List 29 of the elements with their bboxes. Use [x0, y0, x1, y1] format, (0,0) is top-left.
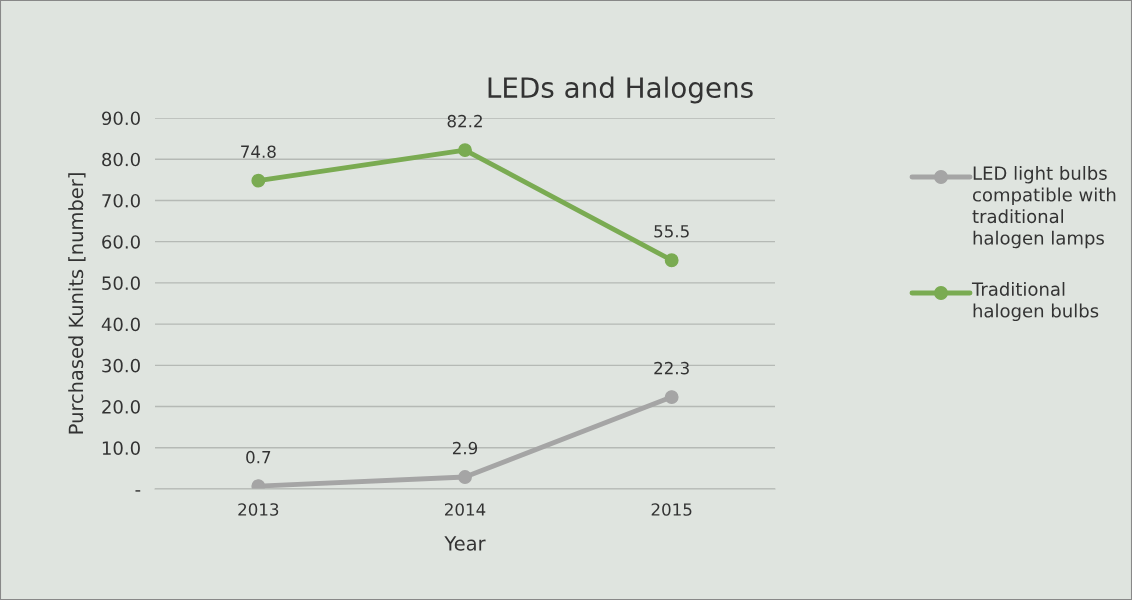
point — [251, 173, 266, 188]
legend-label: LED light bulbs compatible with traditional halogen lamps — [972, 166, 1116, 249]
x-axis-title: Year — [444, 536, 486, 551]
x-tick-label: 2014 — [445, 503, 486, 516]
y-tick-label: 90.0 — [102, 111, 140, 126]
y-axis-title: Purchased Kunits [number] — [68, 173, 86, 434]
data-label: 74.8 — [241, 145, 276, 158]
point — [458, 470, 472, 484]
x-tick-label: 2015 — [651, 503, 692, 516]
y-tick-label: 10.0 — [102, 441, 140, 455]
y-tick-label: 50.0 — [102, 276, 140, 291]
data-label: 0.7 — [246, 450, 271, 464]
y-tick-label: 40.0 — [101, 317, 140, 332]
chart-title: LEDs and Halogens — [488, 76, 753, 104]
data-label: 55.5 — [654, 225, 689, 238]
y-tick-label: 80.0 — [102, 152, 140, 167]
y-tick-label: 70.0 — [102, 193, 140, 208]
y-tick-label: 30.0 — [102, 358, 140, 373]
point — [664, 253, 679, 268]
y-tick-label: - — [135, 490, 141, 492]
data-label: 82.2 — [447, 114, 482, 128]
data-label: 22.3 — [654, 361, 689, 375]
y-tick-label: 60.0 — [102, 235, 140, 249]
y-tick-label: 20.0 — [102, 400, 140, 414]
x-tick-label: 2013 — [238, 503, 279, 516]
legend-label: Traditional halogen bulbs — [971, 282, 1099, 322]
data-label: 2.9 — [452, 441, 478, 455]
point — [664, 390, 679, 405]
point — [458, 143, 472, 158]
